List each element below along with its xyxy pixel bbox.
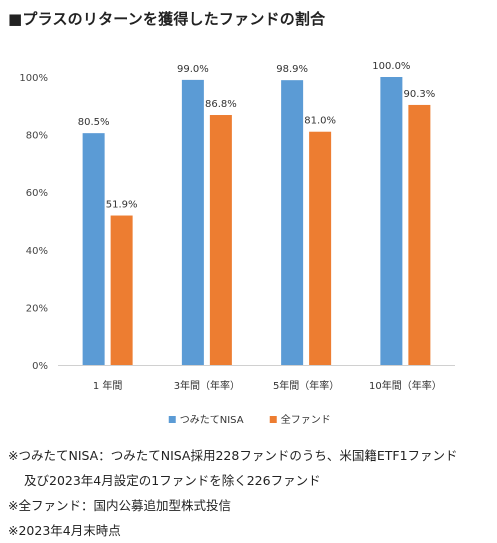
data-label: 51.9% <box>106 200 138 211</box>
bar-chart: 0% 20% 40% 60% 80% 100% 80.5% 51.9% 1 年間 99.0% 86.… <box>19 61 455 426</box>
data-label: 99.0% <box>177 64 209 75</box>
data-label: 81.0% <box>304 116 336 127</box>
footnote-all-funds: ※全ファンド：国内公募追加型株式投信 <box>8 498 231 513</box>
y-tick-label: 0% <box>32 361 48 372</box>
bar-tsumitate-nisa <box>380 77 403 365</box>
legend-label: 全ファンド <box>281 413 331 426</box>
legend-swatch <box>269 416 277 423</box>
bar-all-funds <box>209 115 232 366</box>
legend-swatch <box>168 416 176 423</box>
footnotes: ※つみたてNISA：つみたてNISA採用228ファンドのうち、米国籍ETF1ファ… <box>8 443 493 543</box>
bar-tsumitate-nisa <box>181 79 204 365</box>
y-tick-label: 20% <box>26 303 48 314</box>
y-tick-label: 100% <box>19 73 48 84</box>
footnote-tsumitate-nisa-continued: 及び2023年4月設定の1ファンドを除く226ファンド <box>24 473 321 488</box>
chart-svg: 0% 20% 40% 60% 80% 100% 80.5% 51.9% 1 年間 99.0% 86.… <box>19 61 455 426</box>
y-tick-label: 60% <box>26 188 48 199</box>
data-label: 86.8% <box>205 99 237 110</box>
data-label: 80.5% <box>78 117 110 128</box>
data-label: 90.3% <box>403 89 435 100</box>
legend-label: つみたてNISA <box>180 414 244 426</box>
bar-all-funds <box>110 215 133 365</box>
bar-tsumitate-nisa <box>281 80 304 365</box>
footnote-tsumitate-nisa: ※つみたてNISA：つみたてNISA採用228ファンドのうち、米国籍ETF1ファ… <box>8 448 458 463</box>
bar-tsumitate-nisa <box>82 133 105 365</box>
data-label: 100.0% <box>372 61 410 72</box>
x-tick-label: 10年間（年率） <box>369 379 442 392</box>
data-label: 98.9% <box>276 64 308 75</box>
bar-all-funds <box>408 104 431 365</box>
y-tick-label: 80% <box>26 131 48 142</box>
x-tick-label: 3年間（年率） <box>174 379 240 392</box>
footnote-as-of-date: ※2023年4月末時点 <box>8 523 121 538</box>
y-tick-label: 40% <box>26 246 48 257</box>
bar-all-funds <box>309 131 332 365</box>
chart-title: ■プラスのリターンを獲得したファンドの割合 <box>8 10 326 28</box>
x-tick-label: 1 年間 <box>93 379 123 392</box>
x-tick-label: 5年間（年率） <box>273 379 339 392</box>
